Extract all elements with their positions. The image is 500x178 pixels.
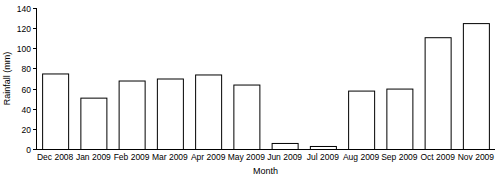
x-tick-label: Oct 2009 [420,152,455,162]
y-tick [33,89,36,90]
bar [43,74,69,149]
bar [81,98,107,149]
y-tick-label: 120 [17,24,31,34]
y-tick [33,109,36,110]
x-tick-label: Aug 2009 [343,152,380,162]
x-tick-label: May 2009 [228,152,266,162]
x-axis-label: Month [253,166,278,176]
bar [310,146,336,149]
y-tick [33,48,36,49]
x-tick-label: Jan 2009 [76,152,111,162]
bar [425,38,451,149]
x-tick-label: Apr 2009 [191,152,226,162]
y-tick [33,129,36,130]
x-tick-label: Jun 2009 [267,152,302,162]
x-axis [36,149,495,150]
x-tick-label: Nov 2009 [458,152,495,162]
bar [157,79,183,149]
bar [119,81,145,149]
y-tick [33,8,36,9]
y-tick-label: 40 [22,105,32,115]
bar [234,85,260,149]
y-tick [33,149,36,150]
y-tick [33,28,36,29]
x-tick-label: Sep 2009 [381,152,418,162]
y-tick-label: 140 [17,4,31,14]
bar [463,24,489,149]
y-tick-label: 20 [22,125,32,135]
x-tick-label: Feb 2009 [114,152,150,162]
chart-svg: 0 20 40 60 80 100 120 140 Dec 2008Jan 2009Feb 20… [0,0,500,178]
y-tick-label: 0 [26,145,31,155]
x-tick-label: Dec 2008 [37,152,74,162]
y-axis [36,8,37,149]
y-tick [33,68,36,69]
y-tick-label: 60 [22,85,32,95]
page: {"chart_data": {"type": "bar", "x_label"… [0,0,500,178]
bar [387,89,413,149]
bars [43,24,490,149]
y-tick-label: 100 [17,44,31,54]
y-axis-label: Rainfall (mm) [2,52,12,106]
bar [272,143,298,149]
bar [196,75,222,149]
chart-container: 0 20 40 60 80 100 120 140 Dec 2008Jan 2009Feb 20… [0,0,500,178]
bar [349,91,375,149]
x-tick-label: Jul 2009 [307,152,339,162]
x-tick-label: Mar 2009 [152,152,188,162]
y-tick-label: 80 [22,64,32,74]
